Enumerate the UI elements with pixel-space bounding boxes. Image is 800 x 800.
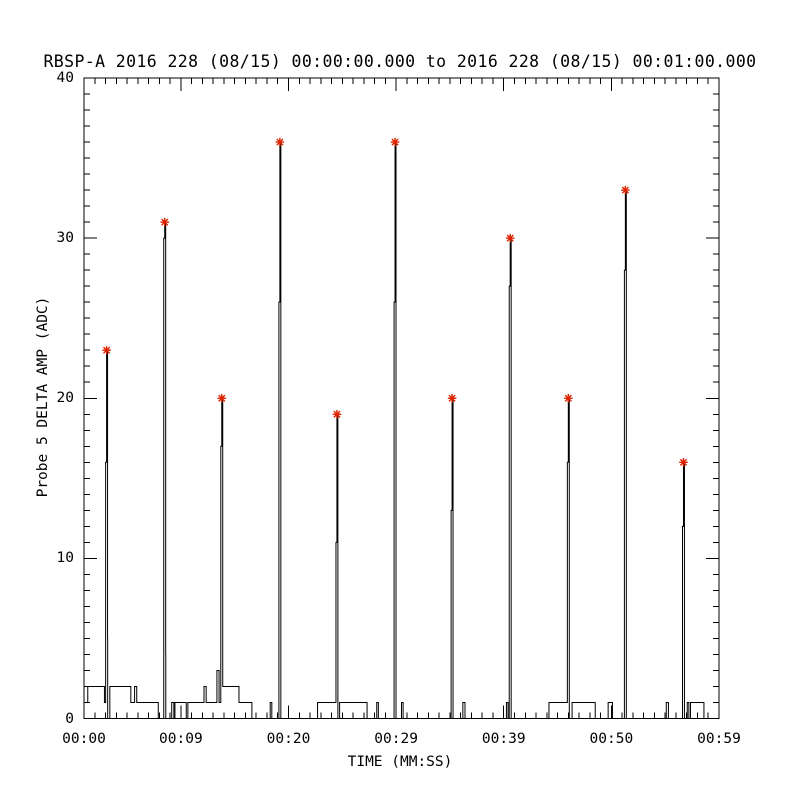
asterisk-center-dot [681, 460, 685, 464]
plot-title: RBSP-A 2016 228 (08/15) 00:00:00.000 to … [43, 52, 757, 71]
asterisk-center-dot [105, 348, 109, 352]
y-tick-label: 30 [56, 230, 74, 247]
asterisk-center-dot [163, 220, 167, 224]
y-tick-label: 10 [56, 550, 74, 567]
x-tick-label: 00:50 [589, 731, 634, 747]
peak-marker [621, 185, 630, 195]
x-tick-label: 00:29 [374, 731, 418, 747]
peak-marker [102, 345, 111, 355]
asterisk-center-dot [278, 140, 282, 144]
x-tick-label: 00:09 [159, 731, 203, 747]
peak-marker [217, 393, 227, 403]
asterisk-center-dot [623, 188, 627, 192]
peak-marker [679, 458, 688, 467]
asterisk-center-dot [220, 396, 224, 400]
asterisk-center-dot [335, 412, 339, 416]
x-tick-label: 00:20 [266, 731, 311, 747]
asterisk-center-dot [566, 396, 570, 400]
x-axis-title: TIME (MM:SS) [347, 754, 453, 770]
asterisk-center-dot [450, 396, 454, 400]
peak-marker [564, 393, 573, 403]
peak-marker [447, 393, 457, 403]
peak-marker [275, 137, 285, 147]
peak-marker [390, 137, 400, 147]
peak-marker [160, 217, 170, 227]
y-tick-label: 0 [65, 710, 74, 727]
x-tick-label: 00:39 [481, 731, 526, 747]
asterisk-center-dot [393, 140, 397, 144]
y-tick-label: 40 [56, 70, 74, 86]
x-tick-label: 00:00 [62, 731, 106, 747]
peak-marker [505, 233, 515, 243]
x-tick-label: 00:59 [697, 731, 741, 747]
y-tick-label: 20 [56, 390, 74, 407]
data-line [84, 141, 719, 719]
plot-frame [83, 77, 720, 719]
asterisk-center-dot [508, 236, 512, 240]
peak-marker [332, 409, 342, 419]
